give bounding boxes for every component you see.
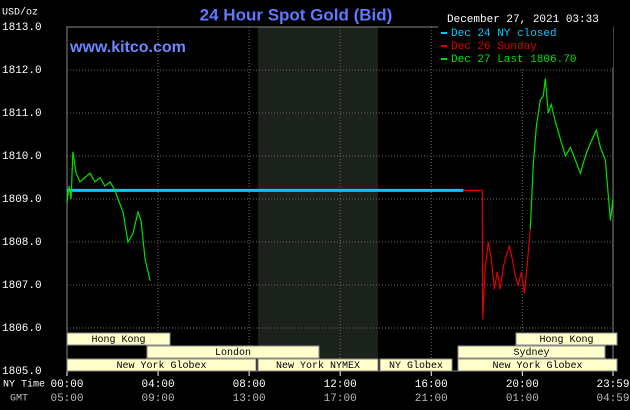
x-tick-label: 04:00 [142,379,175,391]
x2-axis-label: GMT [10,394,28,405]
session-bar [257,358,379,372]
source: www.kitco.com [69,39,186,56]
timestamp: December 27, 2021 03:33 [447,14,599,26]
session-bar [457,345,606,359]
session-label: Hong Kong [91,335,145,346]
session-bar [515,332,618,346]
x-axis-label: NY Time [3,379,45,391]
session-label: Sydney [513,347,549,359]
y-tick-label: 1806.0 [2,323,42,335]
x-tick-label: 23:59 [596,379,629,391]
y-tick-label: 1810.0 [2,151,42,163]
y-tick-label: 1809.0 [2,194,42,206]
y-tick-label: 1808.0 [2,237,42,249]
x-tick-label: 08:00 [233,379,266,391]
session-bar [66,332,171,346]
series-line [66,78,614,281]
legend-label: Dec 27 Last 1806.70 [451,54,576,66]
x2-tick-label: 17:00 [324,393,357,405]
x2-tick-label: 21:00 [415,393,448,405]
session-bar [379,358,453,372]
session-label: New York NYMEX [276,360,360,372]
legend-box [438,26,613,67]
chart-title: 24 Hour Spot Gold (Bid) [200,5,393,24]
session-bar [66,358,257,372]
y-tick-label: 1811.0 [2,108,42,120]
x-tick-label: 16:00 [415,379,448,391]
x-tick-label: 20:00 [506,379,539,391]
series-line [463,189,531,320]
session-label: Hong Kong [539,335,593,346]
session-label: NY Globex [389,360,443,372]
x2-tick-label: 01:00 [506,393,539,405]
legend-label: Dec 26 Sunday [451,41,537,53]
x2-tick-label: 09:00 [142,393,175,405]
x2-tick-label: 13:00 [233,393,266,405]
legend-label: Dec 24 NY closed [451,28,557,40]
session-label: New York Globex [116,360,206,372]
x-tick-label: 12:00 [324,379,357,391]
x-tick-label: 00:00 [50,379,83,391]
y-tick-label: 1813.0 [2,22,42,34]
session-bar [146,345,320,359]
y-tick-label: 1812.0 [2,65,42,77]
y-tick-label: 1807.0 [2,280,42,292]
x2-tick-label: 05:00 [50,393,83,405]
y-tick-label: 1805.0 [2,366,42,378]
y-axis-label: USD/oz [2,7,38,19]
nymex-shade [258,27,378,371]
session-bar [457,358,618,372]
session-label: New York Globex [492,360,582,372]
session-label: London [215,347,251,359]
x2-tick-label: 04:59 [596,393,629,405]
